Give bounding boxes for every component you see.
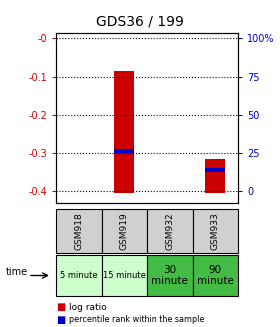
Text: 90
minute: 90 minute bbox=[197, 265, 234, 286]
Text: percentile rank within the sample: percentile rank within the sample bbox=[69, 315, 204, 324]
Text: ■: ■ bbox=[56, 302, 65, 312]
Bar bbox=[205, 168, 225, 172]
Text: 30
minute: 30 minute bbox=[151, 265, 188, 286]
Text: ■: ■ bbox=[56, 315, 65, 325]
Text: 15 minute: 15 minute bbox=[103, 271, 146, 280]
Bar bbox=[205, 159, 225, 193]
Text: GSM932: GSM932 bbox=[165, 213, 174, 250]
Text: GSM918: GSM918 bbox=[74, 213, 83, 250]
Text: GSM933: GSM933 bbox=[211, 213, 220, 250]
Bar bbox=[114, 149, 134, 153]
Text: GDS36 / 199: GDS36 / 199 bbox=[96, 14, 184, 28]
Text: 5 minute: 5 minute bbox=[60, 271, 97, 280]
Text: log ratio: log ratio bbox=[69, 303, 106, 312]
Bar bbox=[114, 71, 134, 193]
Text: time: time bbox=[6, 267, 28, 277]
Text: GSM919: GSM919 bbox=[120, 213, 129, 250]
